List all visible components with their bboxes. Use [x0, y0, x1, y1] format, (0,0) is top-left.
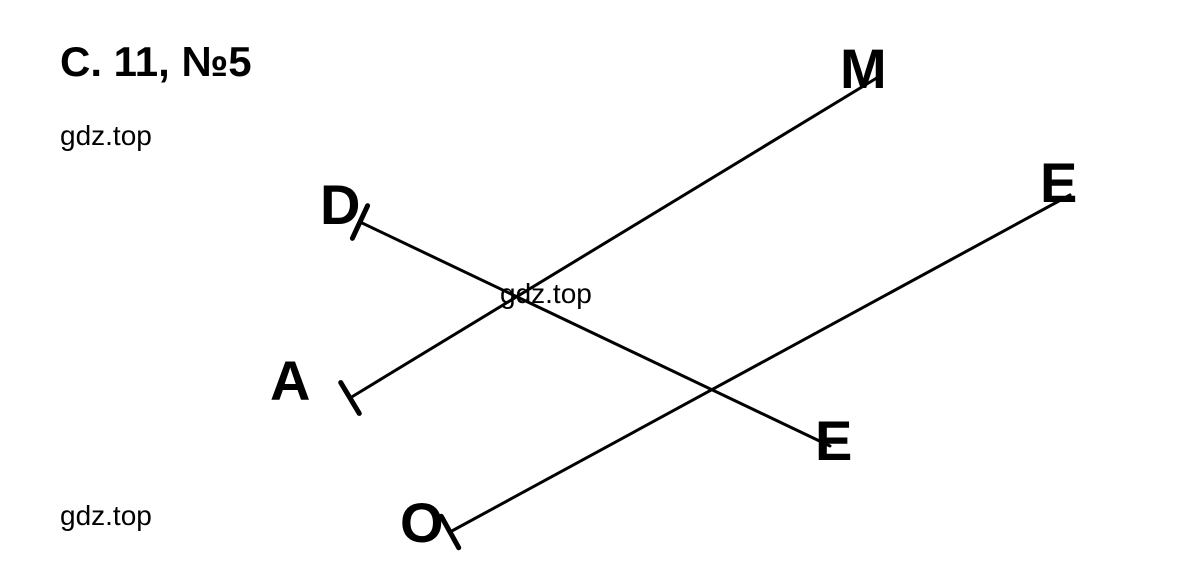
line-DE — [360, 222, 830, 446]
point-label-A: A — [270, 348, 310, 413]
geometry-diagram — [0, 0, 1195, 575]
point-label-M: M — [840, 36, 887, 101]
tick-O — [441, 516, 458, 547]
point-label-E2: E — [815, 408, 852, 473]
line-OE — [450, 195, 1070, 532]
tick-A — [341, 383, 360, 414]
point-label-D: D — [320, 172, 360, 237]
line-AM — [350, 76, 880, 398]
point-label-O: O — [400, 490, 444, 555]
point-label-E1: E — [1040, 150, 1077, 215]
